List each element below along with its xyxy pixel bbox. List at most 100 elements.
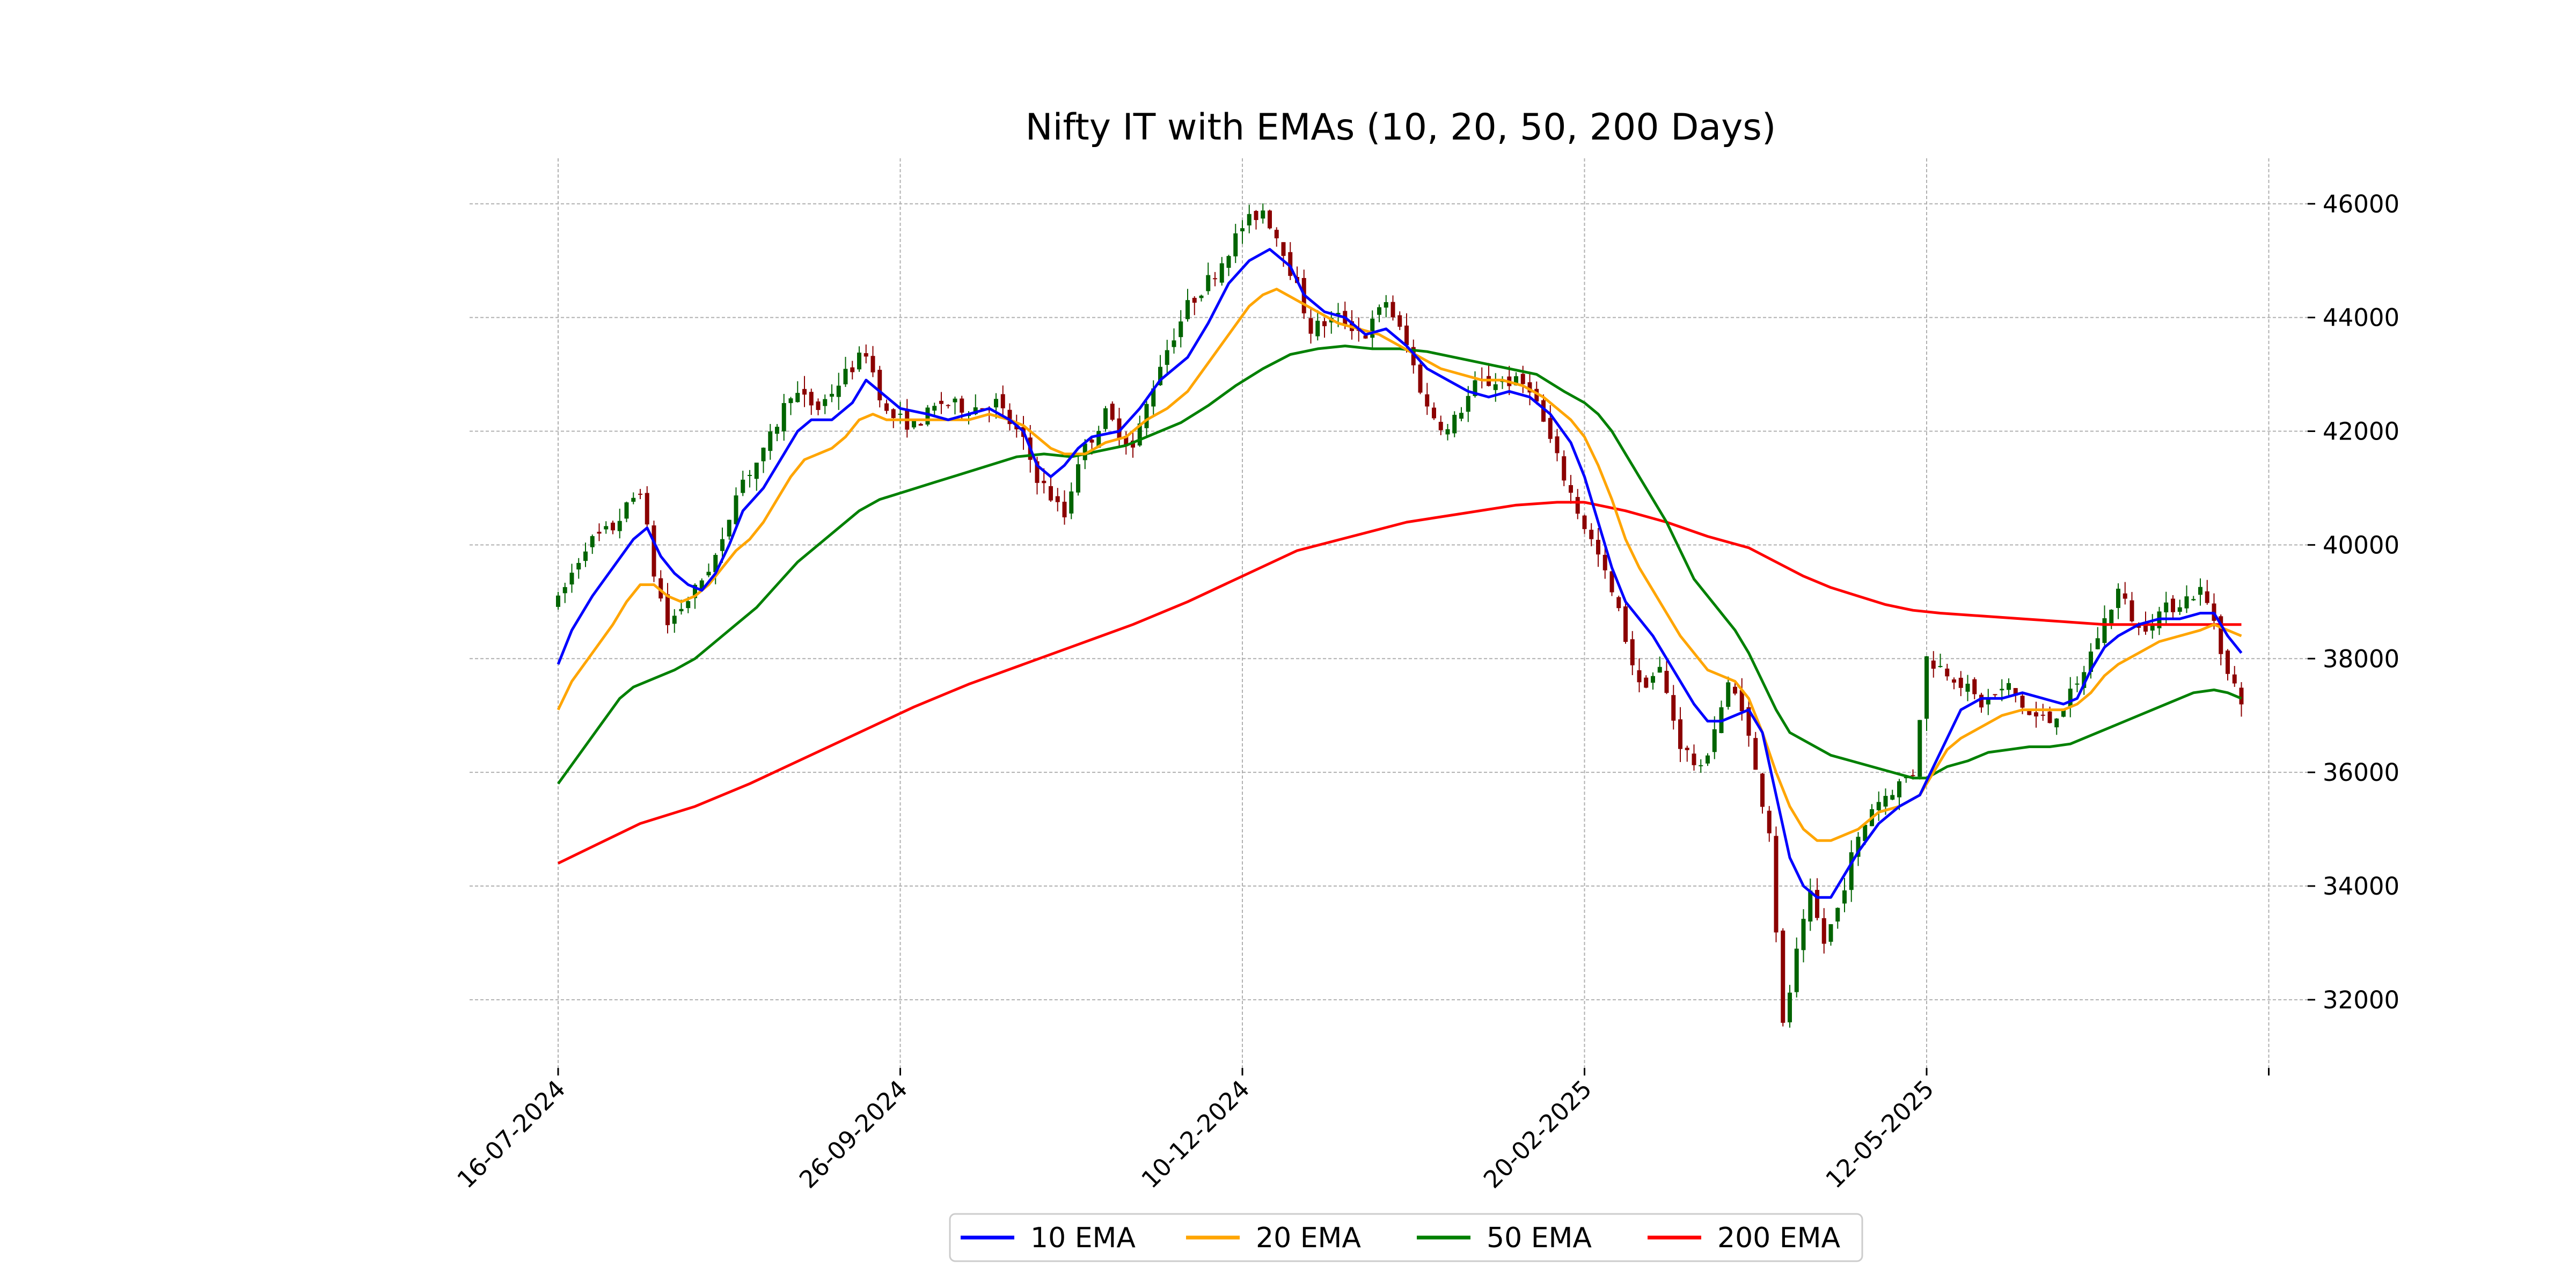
candle-body xyxy=(1397,315,1402,327)
candle-body xyxy=(556,595,560,607)
candle-body xyxy=(1541,400,1546,422)
candle-body xyxy=(1213,278,1217,280)
candle-body xyxy=(1377,307,1381,315)
candle-body xyxy=(1644,677,1649,688)
candle-body xyxy=(2116,588,2120,608)
candle-body xyxy=(816,401,821,410)
candle-body xyxy=(788,398,793,404)
candle-body xyxy=(1781,931,1785,1023)
legend-item: 200 EMA xyxy=(1648,1222,1841,1254)
candle-body xyxy=(1035,461,1040,483)
candle-body xyxy=(1124,436,1129,445)
candle-body xyxy=(2068,689,2073,707)
candle-body xyxy=(1863,824,1868,841)
candle-body xyxy=(1753,738,1758,770)
candle-body xyxy=(2129,600,2134,621)
candle-body xyxy=(645,493,649,525)
candle-body xyxy=(1692,753,1696,765)
candle-body xyxy=(590,536,595,547)
candle-body xyxy=(1815,890,1819,918)
candle-body xyxy=(1938,665,1943,667)
candle-body xyxy=(1918,720,1922,777)
legend-item: 20 EMA xyxy=(1186,1222,1361,1254)
candle-body xyxy=(699,580,704,589)
candle-body xyxy=(953,398,957,402)
candle-body xyxy=(1466,396,1470,412)
y-tick-label: 32000 xyxy=(2323,986,2399,1014)
candle-body xyxy=(1733,686,1737,694)
candle-body xyxy=(1958,677,1963,688)
candle-body xyxy=(1308,318,1313,334)
candle-body xyxy=(2007,683,2011,690)
candle-body xyxy=(1965,684,1970,692)
candle-body xyxy=(1821,918,1826,944)
candle-body xyxy=(1993,694,1997,696)
candle-body xyxy=(604,526,609,530)
candle-body xyxy=(898,413,903,415)
candle-body xyxy=(802,389,807,395)
candle-body xyxy=(1206,275,1211,291)
candle-body xyxy=(2020,696,2025,708)
candle-body xyxy=(1199,295,1204,298)
candle-body xyxy=(809,392,814,406)
candle-body xyxy=(1609,571,1614,592)
candle-body xyxy=(2075,683,2080,685)
candle-body xyxy=(1391,302,1395,318)
ema-lines xyxy=(557,248,2243,899)
candle-body xyxy=(569,573,574,585)
candle-body xyxy=(843,369,848,385)
candle-body xyxy=(1986,698,1990,705)
candle-body xyxy=(672,616,677,624)
candle-body xyxy=(2239,687,2244,705)
candle-body xyxy=(1288,252,1293,276)
y-tick-label: 42000 xyxy=(2323,418,2399,446)
candle-body xyxy=(863,353,868,357)
candle-body xyxy=(1055,496,1060,502)
candle-body xyxy=(918,423,923,426)
candle-body xyxy=(1233,233,1238,257)
x-tick-label: 10-12-2024 xyxy=(1136,1074,1255,1194)
candle-body xyxy=(624,502,629,519)
candle-body xyxy=(1671,695,1676,721)
candle-body xyxy=(2198,587,2202,595)
candle-body xyxy=(1527,382,1532,393)
candle-body xyxy=(741,479,745,493)
candle-body xyxy=(768,431,773,451)
candle-body xyxy=(1569,485,1573,493)
candle-body xyxy=(775,427,779,434)
candle-body xyxy=(658,578,663,599)
candle-body xyxy=(2061,708,2066,717)
candle-body xyxy=(1418,364,1423,393)
candle-body xyxy=(2054,718,2059,728)
y-tick-label: 36000 xyxy=(2323,758,2399,787)
candle-body xyxy=(877,370,882,400)
candle-body xyxy=(1459,413,1463,419)
candle-body xyxy=(1336,313,1341,314)
candle-body xyxy=(1794,948,1799,992)
legend-label: 200 EMA xyxy=(1717,1222,1841,1254)
candle-body xyxy=(994,399,998,408)
x-tick-label: 16-07-2024 xyxy=(451,1074,570,1194)
candle-body xyxy=(884,403,889,411)
candle-body xyxy=(1637,670,1642,683)
candle-body xyxy=(1767,810,1772,833)
candle-body xyxy=(1096,431,1101,448)
candle-body xyxy=(850,367,855,372)
y-tick-label: 38000 xyxy=(2323,645,2399,673)
candle-body xyxy=(870,356,875,372)
candle-body xyxy=(611,522,615,531)
candle-body xyxy=(1582,515,1587,529)
candle-body xyxy=(720,539,724,551)
candle-body xyxy=(652,525,656,577)
candle-body xyxy=(2205,591,2209,603)
candle-body xyxy=(1883,796,1888,807)
candle-body xyxy=(1363,335,1368,339)
candle-body xyxy=(1520,374,1525,384)
candle-body xyxy=(631,497,636,502)
candle-body xyxy=(1493,384,1498,390)
candle-body xyxy=(2109,610,2114,624)
candle-body xyxy=(912,419,916,428)
candle-body xyxy=(1315,320,1320,336)
legend: 10 EMA 20 EMA 50 EMA 200 EMA xyxy=(949,1213,1863,1262)
